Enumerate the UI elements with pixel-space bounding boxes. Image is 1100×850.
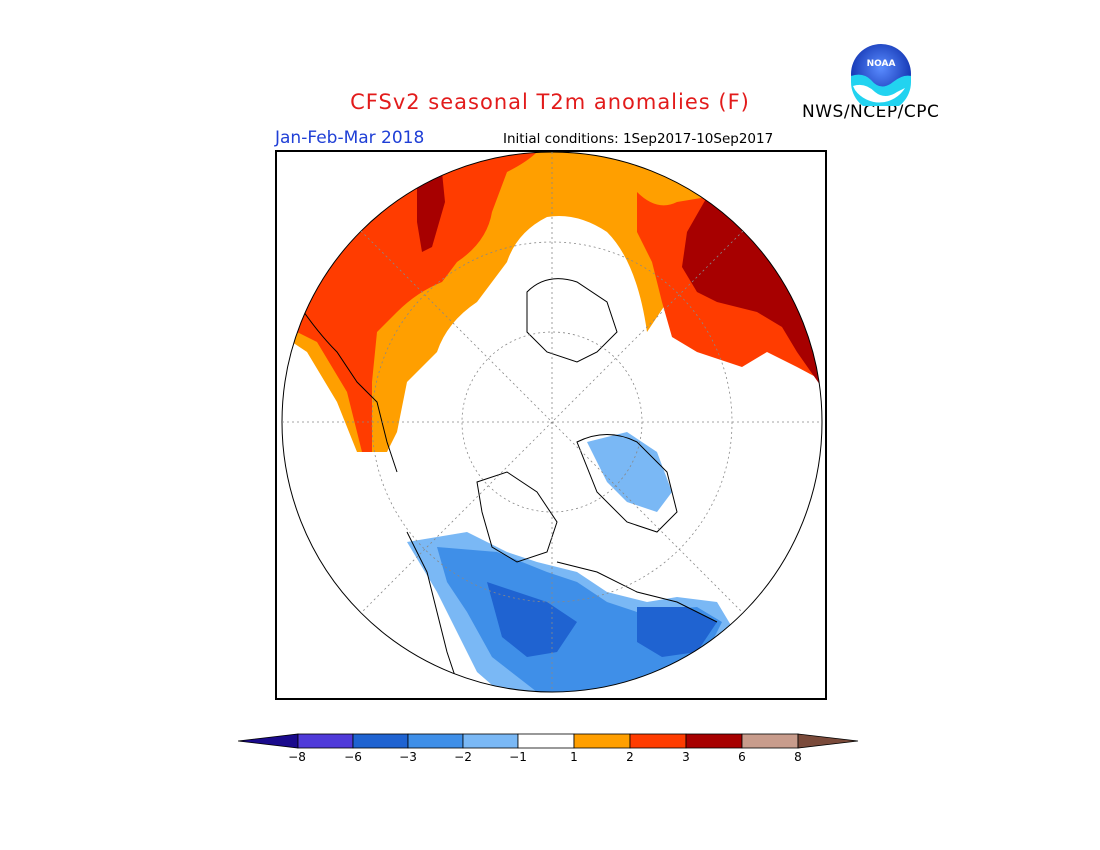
cb-arrow-right bbox=[797, 733, 859, 749]
cb-swatch-6 bbox=[573, 733, 631, 749]
initial-conditions: Initial conditions: 1Sep2017-10Sep2017 bbox=[503, 131, 774, 147]
cold-region-dark bbox=[487, 582, 717, 657]
cb-label: 2 bbox=[626, 750, 634, 764]
warm-region-dark bbox=[682, 182, 822, 392]
cb-swatch-2 bbox=[352, 733, 409, 749]
cb-swatch-3 bbox=[407, 733, 464, 749]
cb-label: −6 bbox=[344, 750, 362, 764]
logo-text: NOAA bbox=[867, 59, 896, 69]
cold-region-arctic bbox=[587, 432, 672, 512]
cb-swatch-5 bbox=[517, 733, 575, 749]
polar-map bbox=[281, 152, 823, 693]
map-title: CFSv2 seasonal T2m anomalies (F) bbox=[350, 90, 750, 114]
agency-label: NWS/NCEP/CPC bbox=[802, 102, 940, 122]
cb-swatch-4 bbox=[462, 733, 519, 749]
cb-label: 1 bbox=[570, 750, 578, 764]
warm-region-dark-2 bbox=[417, 172, 445, 252]
cb-swatch-1 bbox=[297, 733, 354, 749]
cb-swatch-7 bbox=[629, 733, 687, 749]
cb-label: −8 bbox=[288, 750, 306, 764]
cb-label: 3 bbox=[682, 750, 690, 764]
map-frame bbox=[275, 150, 827, 700]
color-bar bbox=[238, 733, 859, 749]
cb-label: 6 bbox=[738, 750, 746, 764]
forecast-period: Jan-Feb-Mar 2018 bbox=[275, 128, 425, 148]
cb-arrow-left bbox=[238, 733, 299, 749]
cb-label: −1 bbox=[509, 750, 527, 764]
cb-label: 8 bbox=[794, 750, 802, 764]
cold-region-mid bbox=[437, 547, 722, 692]
cb-swatch-9 bbox=[741, 733, 799, 749]
cb-label: −2 bbox=[454, 750, 472, 764]
noaa-logo-icon: NOAA bbox=[851, 44, 911, 106]
cb-swatch-8 bbox=[685, 733, 743, 749]
cb-label: −3 bbox=[399, 750, 417, 764]
graticule bbox=[282, 152, 822, 692]
